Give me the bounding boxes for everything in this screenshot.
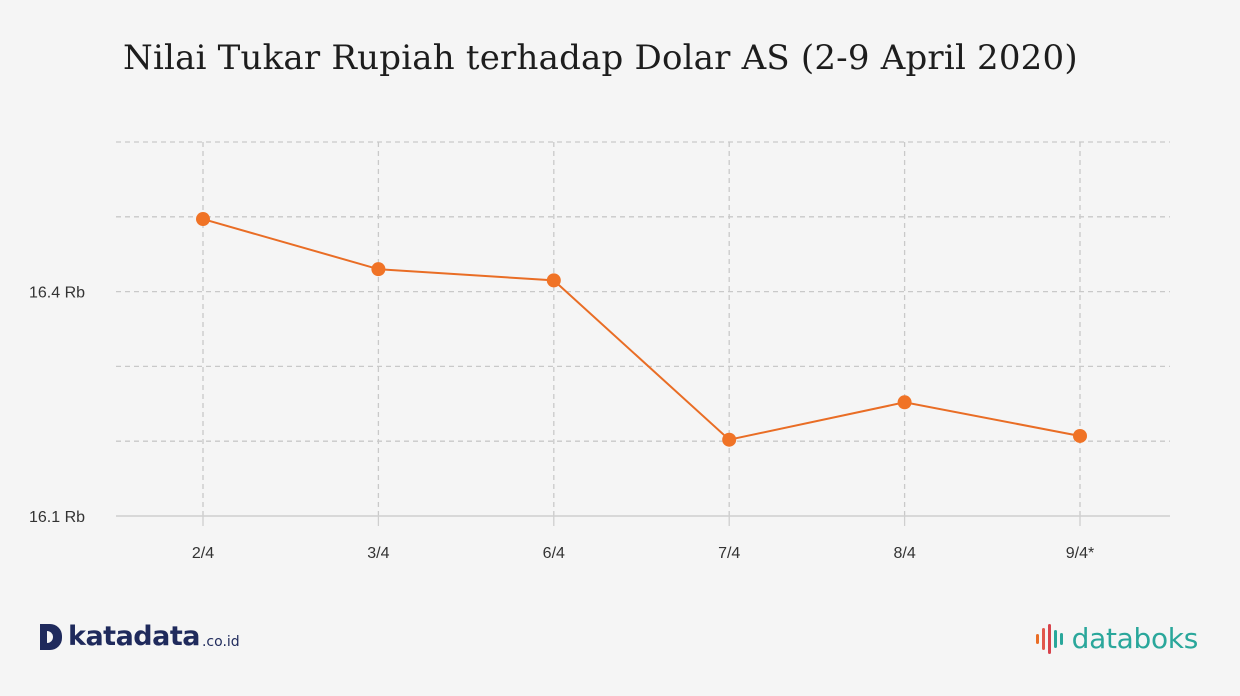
x-axis-ticks: 2/4 3/4 6/4 7/4 8/4 9/4* [192,516,1094,562]
y-tick-label: 16.1 Rb [29,509,85,526]
x-tick-label: 3/4 [367,545,389,562]
data-point[interactable] [196,212,210,227]
katadata-tld: .co.id [201,634,240,650]
databoks-bars-icon [1035,624,1066,654]
databoks-logo: databoks [1035,622,1199,655]
grid-vertical [202,142,1081,516]
data-point[interactable] [897,395,912,410]
x-tick-label: 2/4 [192,545,214,562]
data-point[interactable] [722,432,737,447]
series-line-group [202,218,1081,441]
y-axis-labels: 16.1 Rb 16.4 Rb [29,285,85,526]
x-tick-label: 7/4 [718,545,740,562]
x-tick-label: 6/4 [543,545,565,562]
data-point[interactable] [1073,428,1087,443]
x-tick-label: 8/4 [893,545,915,562]
data-point[interactable] [371,262,386,277]
katadata-wordmark: katadata [68,621,200,652]
series-markers [196,212,1087,447]
series-line [202,218,1081,441]
katadata-mark-icon [40,624,62,650]
data-point[interactable] [546,273,561,288]
katadata-logo: katadata .co.id [40,621,240,652]
chart-title: Nilai Tukar Rupiah terhadap Dolar AS (2-… [123,38,1078,78]
databoks-wordmark: databoks [1071,622,1199,655]
y-tick-label: 16.4 Rb [29,285,85,302]
grid-horizontal [116,141,1170,442]
x-tick-label: 9/4* [1066,545,1094,562]
